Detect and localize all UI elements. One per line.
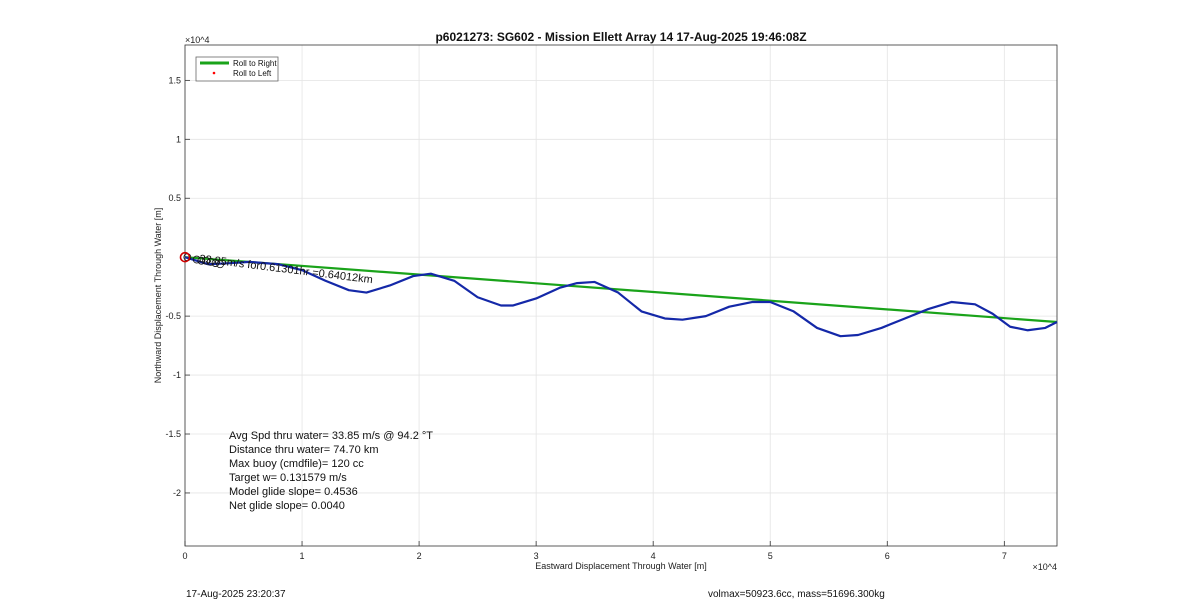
stat-max-buoy: Max buoy (cmdfile)= 120 cc: [229, 458, 364, 470]
stat-distance: Distance thru water= 74.70 km: [229, 444, 379, 456]
stats-block: Avg Spd thru water= 33.85 m/s @ 94.2 °T …: [229, 430, 433, 512]
chart-marks: [179, 251, 1058, 338]
y-tick-label: 1.5: [168, 75, 181, 85]
origin-marker: [179, 251, 191, 263]
start-marker: [202, 256, 210, 265]
y-tick-label: -2: [173, 488, 181, 498]
x-tick-label: 7: [1002, 551, 1007, 561]
footer-info: volmax=50923.6cc, mass=51696.300kg: [708, 589, 885, 600]
y-axis-exponent: ×10^4: [185, 35, 210, 45]
start-marker: [197, 256, 206, 265]
x-axis-exponent: ×10^4: [1033, 562, 1058, 572]
stat-model-glide: Model glide slope= 0.4536: [229, 486, 358, 498]
start-marker: [216, 260, 225, 269]
footer-timestamp: 17-Aug-2025 23:20:37: [186, 589, 286, 600]
start-marker: [206, 258, 215, 266]
x-axis-label: Eastward Displacement Through Water [m]: [535, 561, 707, 571]
legend-roll-right-label: Roll to Right: [233, 59, 277, 68]
stat-avg-speed: Avg Spd thru water= 33.85 m/s @ 94.2 °T: [229, 430, 433, 442]
x-tick-label: 2: [417, 551, 422, 561]
stat-net-glide: Net glide slope= 0.0040: [229, 500, 345, 512]
y-tick-label: -0.5: [165, 311, 181, 321]
series-track-line: [184, 256, 1058, 338]
x-tick-label: 4: [651, 551, 656, 561]
y-tick-label: -1.5: [165, 429, 181, 439]
axis-ticks: 0 1 2 3 4 5 6 7 1.5 1 0.5 -0.5 -1 -1.5 -2: [165, 75, 1006, 561]
x-tick-label: 0: [182, 551, 187, 561]
series-roll-right-line: [184, 256, 1058, 324]
stat-target-w: Target w= 0.131579 m/s: [229, 472, 347, 484]
chart-title: p6021273: SG602 - Mission Ellett Array 1…: [435, 30, 806, 44]
y-axis-label: Northward Displacement Through Water [m]: [153, 208, 163, 384]
legend-roll-left-label: Roll to Left: [233, 69, 272, 78]
legend: Roll to Right Roll to Left: [195, 56, 279, 82]
plot-area: [184, 44, 1058, 547]
legend-box: [195, 56, 279, 82]
y-tick-label: 1: [176, 134, 181, 144]
x-tick-label: 1: [300, 551, 305, 561]
y-tick-label: -1: [173, 370, 181, 380]
x-tick-label: 3: [534, 551, 539, 561]
x-tick-label: 6: [885, 551, 890, 561]
x-tick-label: 5: [768, 551, 773, 561]
start-marker: [211, 259, 220, 267]
grid: [184, 45, 1057, 546]
legend-roll-left-swatch: [212, 71, 216, 75]
start-marker: [192, 255, 201, 264]
y-tick-label: 0.5: [168, 193, 181, 203]
